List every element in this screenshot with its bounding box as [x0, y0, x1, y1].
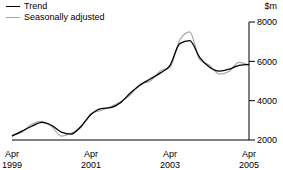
svg-text:Apr2003: Apr2003: [160, 149, 180, 170]
svg-text:Apr2001: Apr2001: [81, 149, 101, 170]
html-text:Seasonally adjusted: Seasonally adjusted: [24, 12, 105, 22]
svg-text:4000: 4000: [257, 96, 275, 106]
html-text:Trend: Trend: [24, 1, 48, 11]
svg-text:8000: 8000: [257, 17, 275, 27]
svg-text:6000: 6000: [257, 57, 275, 67]
svg-text:2000: 2000: [257, 135, 275, 145]
html-text:$m: $m: [264, 1, 277, 11]
svg-text:Apr1999: Apr1999: [8, 149, 22, 170]
svg-text:Apr2005: Apr2005: [239, 149, 259, 170]
